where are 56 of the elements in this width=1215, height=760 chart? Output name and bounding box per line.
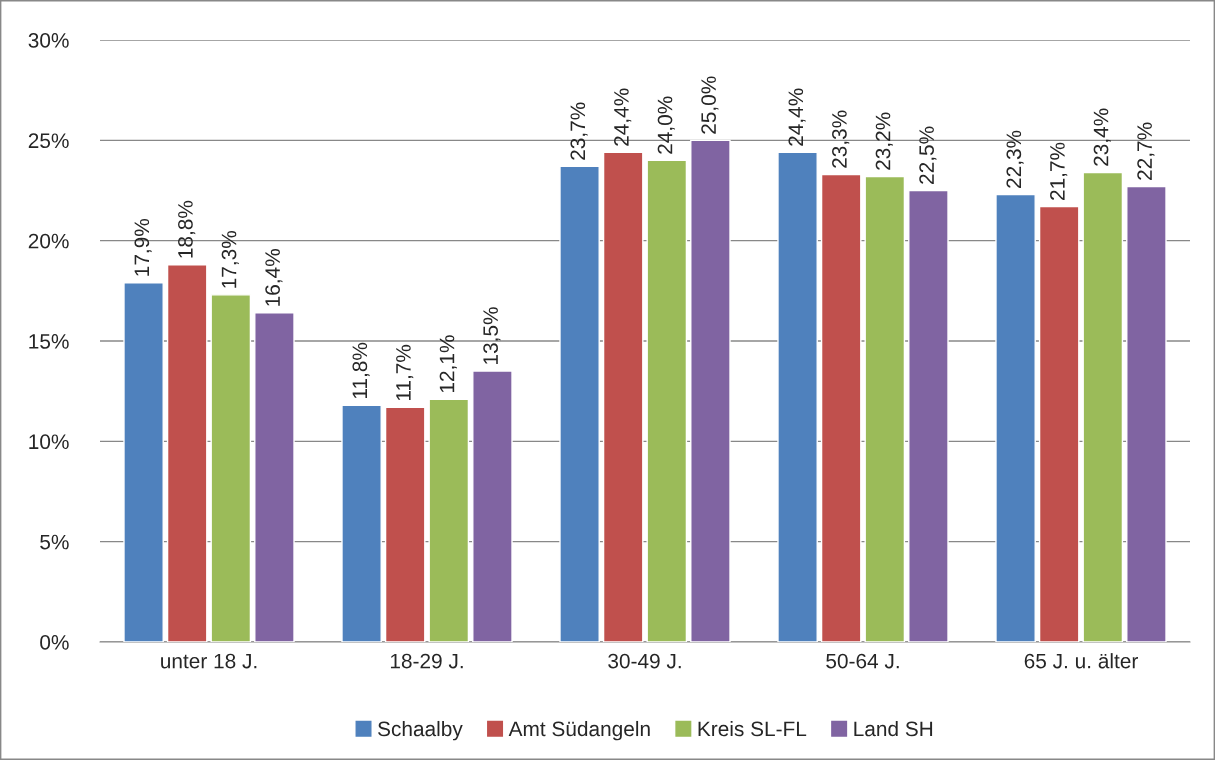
data-label: 11,7%	[396, 344, 414, 401]
data-label: 24,0%	[657, 96, 675, 154]
y-tick-label: 25%	[28, 133, 69, 149]
y-tick-label: 0%	[40, 635, 69, 650]
bar	[559, 165, 600, 642]
data-label: 23,7%	[570, 102, 588, 160]
x-tick-label: 18-29 J.	[390, 653, 463, 669]
x-tick-label: unter 18 J.	[161, 653, 257, 669]
y-tick-label: 15%	[29, 334, 69, 349]
x-tick-label: 65 J. u. älter	[1024, 653, 1138, 669]
bar	[690, 139, 731, 642]
bar	[777, 151, 818, 642]
bar	[384, 406, 426, 642]
data-label: 24,4%	[614, 88, 632, 146]
bar	[254, 312, 295, 642]
data-label: 22,3%	[1006, 130, 1024, 188]
data-label: 23,4%	[1093, 108, 1111, 166]
bar	[428, 398, 470, 642]
bar	[646, 159, 688, 642]
bar	[472, 370, 513, 642]
bar	[1126, 185, 1167, 642]
legend-label: Schaalby	[378, 720, 463, 741]
bar	[1038, 205, 1080, 642]
y-tick-label: 5%	[40, 534, 69, 550]
data-label: 17,9%	[134, 218, 152, 276]
bar	[864, 175, 906, 642]
bar	[1082, 171, 1124, 642]
data-label: 25,0%	[701, 76, 719, 134]
y-tick-label: 30%	[28, 33, 69, 48]
bar	[908, 189, 949, 642]
data-label: 22,5%	[919, 126, 937, 184]
bar	[123, 282, 164, 642]
data-label: 17,3%	[221, 230, 239, 288]
legend-label: Kreis SL-FL	[698, 720, 807, 737]
legend-label: Land SH	[854, 720, 933, 737]
x-tick-label: 30-49 J.	[608, 653, 681, 669]
bar	[995, 193, 1036, 642]
x-tick-label: 50-64 J.	[826, 653, 899, 669]
bar	[166, 264, 208, 642]
data-label: 13,5%	[483, 307, 501, 364]
data-label: 23,3%	[832, 110, 850, 168]
bar	[820, 173, 862, 642]
data-label: 11,8%	[352, 342, 370, 399]
data-label: 24,4%	[788, 88, 806, 146]
data-label: 18,8%	[178, 200, 196, 258]
data-label: 23,2%	[875, 112, 893, 170]
y-tick-label: 10%	[29, 434, 69, 450]
data-label: 22,7%	[1137, 122, 1155, 180]
data-label: 21,7%	[1050, 142, 1068, 200]
bar	[602, 151, 644, 642]
data-label: 12,1%	[439, 335, 457, 393]
bar	[210, 294, 252, 642]
bar	[341, 404, 382, 642]
data-label: 16,4%	[265, 249, 283, 306]
legend-label: Amt Südangeln	[508, 720, 650, 741]
y-tick-label: 20%	[28, 233, 69, 249]
